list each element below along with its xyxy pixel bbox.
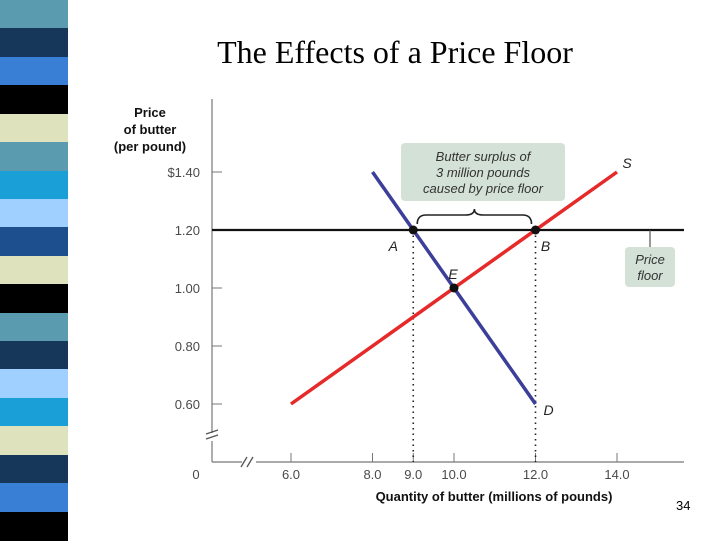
point-b [531,225,540,235]
x-tick-label: 14.0 [604,467,629,482]
stripe-segment [0,85,68,115]
stripe-segment [0,426,68,456]
stripe-segment [0,341,68,371]
price-floor-chart: Price of butter (per pound) Butter surpl… [114,99,684,504]
page-number: 34 [676,498,691,513]
price-floor-label-line-1: Price [635,252,665,267]
stripe-segment [0,198,68,229]
surplus-brace [416,208,533,225]
x-tick-label: 6.0 [282,467,300,482]
x-axis-break-icon [240,456,254,468]
demand-curve-label: D [543,402,553,418]
surplus-callout-line-3: caused by price floor [423,181,544,196]
stripe-segment [0,483,68,513]
stripe-segment [0,284,68,314]
stripe-segment [0,454,68,485]
x-tick-label: 8.0 [363,467,381,482]
stripe-segment [0,28,68,58]
point-a [408,225,418,235]
price-floor-label-line-2: floor [637,268,663,283]
point-label-a: A [388,238,398,254]
surplus-callout-box [401,143,565,201]
stripe-segment [0,255,68,286]
point-label-e: E [448,266,458,282]
stripe-segment [0,56,68,87]
y-axis-break-icon [205,429,219,440]
y-tick-label: 0.80 [175,339,200,354]
stripe-segment [0,227,68,257]
y-tick-label: 0.60 [175,397,200,412]
stripe-segment [0,113,68,144]
y-axis-title-line-1: Price [134,105,166,120]
x-tick-label: 10.0 [441,467,466,482]
stripe-segment [0,142,68,172]
x-tick-label: 12.0 [523,467,548,482]
y-axis-title-line-2: of butter [124,122,177,137]
stripe-segment [0,170,68,200]
price-floor-label-box [625,247,675,287]
x-tick-label: 9.0 [404,467,422,482]
surplus-callout-line-2: 3 million pounds [436,165,530,180]
y-axis-title-line-3: (per pound) [114,139,186,154]
stripe-segment [0,511,68,541]
decorative-stripe [0,0,68,541]
y-tick-label: 1.20 [175,223,200,238]
origin-label: 0 [192,467,199,482]
stripe-segment [0,369,68,399]
surplus-callout-line-1: Butter surplus of [436,149,532,164]
slide-title: The Effects of a Price Floor [217,34,573,70]
stripe-segment [0,397,68,428]
y-tick-label: $1.40 [167,165,200,180]
x-axis-title: Quantity of butter (millions of pounds) [376,489,613,504]
point-label-b: B [541,238,550,254]
supply-curve-label: S [622,155,632,171]
stripe-segment [0,312,68,343]
point-e [449,283,459,293]
y-tick-label: 1.00 [175,281,200,296]
stripe-segment [0,0,68,30]
